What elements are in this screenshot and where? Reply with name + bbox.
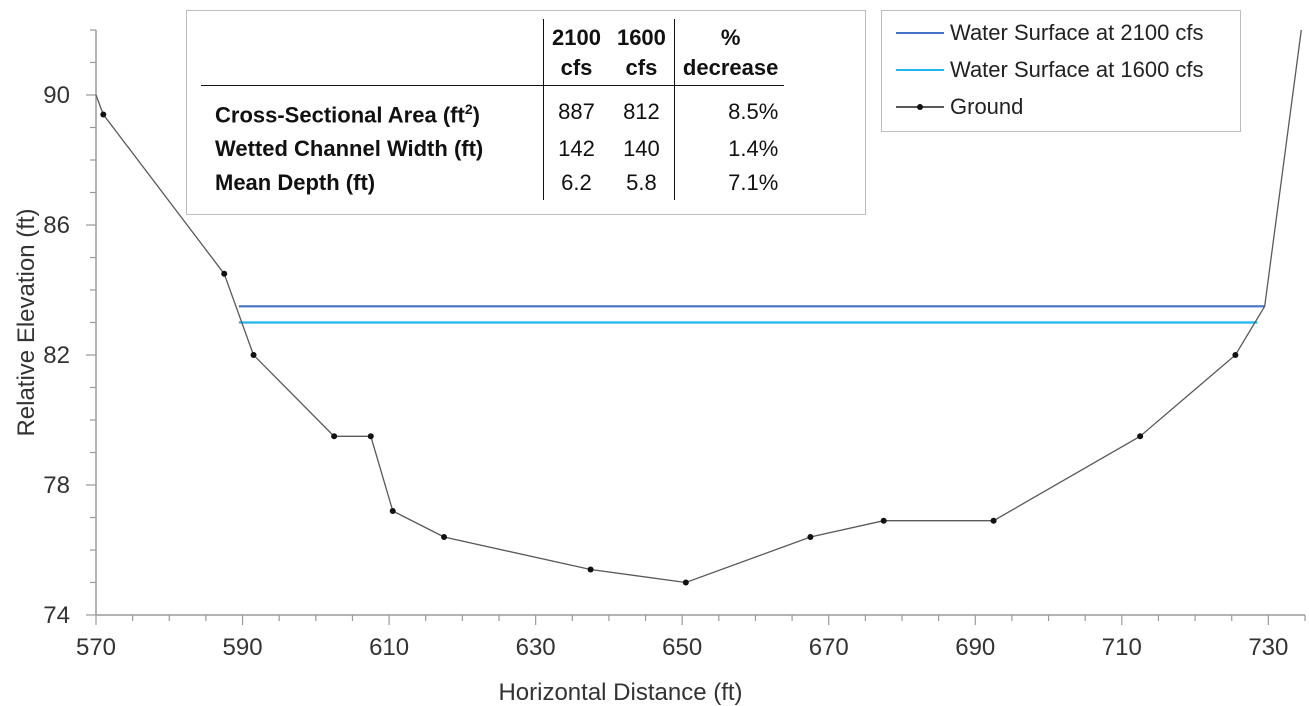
ground-point — [389, 508, 396, 514]
x-tick-label: 630 — [516, 634, 556, 661]
ground-point — [990, 517, 997, 524]
series-layer — [95, 29, 1302, 586]
statistics-table-box: 2100 cfs 1600 cfs % decrease Cross-Secti… — [186, 10, 866, 215]
table-row-metric: Mean Depth (ft) — [201, 166, 544, 201]
legend-marker-ground — [917, 104, 923, 110]
ground-point — [100, 111, 107, 118]
table-cell-pct: 8.5% — [728, 99, 779, 125]
table-cell-1600: 140 — [608, 132, 675, 167]
legend-label-ground: Ground — [950, 94, 1024, 119]
metric-label: Cross-Sectional Area (ft — [215, 102, 465, 128]
legend-swatch-water-1600 — [896, 60, 944, 80]
legend-item-ground: Ground — [896, 92, 1023, 122]
table-row-metric: Cross-Sectional Area (ft2) — [201, 85, 544, 133]
ground-point — [221, 270, 228, 277]
ground-point — [367, 433, 374, 440]
table-cell-pct: 7.1% — [728, 170, 779, 196]
ground-point — [587, 566, 594, 573]
table-header-pct-line1: % — [720, 25, 741, 50]
metric-label-end: ) — [472, 102, 480, 128]
x-tick-label: 670 — [809, 634, 849, 661]
y-tick-label: 74 — [43, 602, 70, 629]
ground-point — [807, 534, 814, 540]
table-cell-1600: 5.8 — [608, 166, 675, 201]
table-cell-pct: 1.4% — [728, 136, 779, 162]
table-row-metric: Wetted Channel Width (ft) — [201, 132, 544, 167]
ground-point — [250, 352, 257, 358]
y-tick-label: 90 — [43, 82, 70, 109]
legend-label-water-1600: Water Surface at 1600 cfs — [950, 57, 1204, 82]
legend-line-water-2100 — [896, 32, 944, 34]
table-header-pct-line2: decrease — [682, 55, 779, 80]
table-header-1600-line1: 1600 — [616, 25, 666, 50]
table-header-1600-line2: cfs — [625, 55, 658, 80]
table-cell-2100: 142 — [558, 136, 595, 162]
x-tick-label: 690 — [955, 634, 995, 661]
x-tick-label: 590 — [223, 634, 263, 661]
ground-point — [1232, 352, 1239, 358]
legend: Water Surface at 2100 cfs Water Surface … — [881, 10, 1241, 132]
statistics-table: 2100 cfs 1600 cfs % decrease Cross-Secti… — [201, 19, 785, 201]
x-tick-label: 710 — [1102, 634, 1142, 661]
legend-swatch-water-2100 — [896, 23, 944, 43]
x-tick-label: 730 — [1248, 634, 1288, 661]
x-tick-label: 570 — [76, 634, 116, 661]
legend-swatch-ground — [896, 97, 944, 117]
table-header-2100-line1: 2100 — [552, 25, 601, 50]
table-row: Mean Depth (ft) 6.2 5.8 7.1% — [201, 166, 784, 201]
ground-point — [1137, 433, 1144, 440]
legend-line-water-1600 — [896, 69, 944, 71]
x-ticks: 570 590 610 630 650 670 690 710 730 — [76, 615, 1306, 661]
legend-item-water-2100: Water Surface at 2100 cfs — [896, 18, 1204, 48]
table-header-row: 2100 cfs 1600 cfs % decrease — [201, 19, 785, 86]
x-tick-label: 610 — [369, 634, 409, 661]
y-tick-label: 78 — [43, 472, 70, 499]
ground-point — [880, 517, 887, 524]
table-header-pct-decrease: % decrease — [674, 19, 785, 86]
ground-point — [682, 579, 689, 586]
y-axis-title: Relative Elevation (ft) — [13, 208, 40, 436]
y-ticks: 74 78 82 86 90 — [43, 29, 96, 629]
table-header-2100-line2: cfs — [560, 55, 593, 80]
table-header-2100: 2100 cfs — [543, 19, 609, 86]
table-row: Cross-Sectional Area (ft2) 887 812 8.5% — [201, 85, 784, 133]
table-cell-2100: 887 — [558, 99, 595, 125]
legend-label-water-2100: Water Surface at 2100 cfs — [950, 20, 1204, 45]
x-tick-label: 650 — [662, 634, 702, 661]
ground-point — [441, 534, 448, 540]
ground-point — [331, 433, 338, 440]
table-cell-1600: 812 — [608, 85, 675, 133]
table-row: Wetted Channel Width (ft) 142 140 1.4% — [201, 132, 784, 167]
legend-item-water-1600: Water Surface at 1600 cfs — [896, 55, 1204, 85]
metric-superscript: 2 — [464, 101, 473, 117]
y-tick-label: 86 — [43, 212, 70, 239]
table-header-1600: 1600 cfs — [608, 19, 675, 86]
y-tick-label: 82 — [43, 342, 70, 369]
x-axis-title: Horizontal Distance (ft) — [498, 679, 742, 706]
table-header-blank — [201, 19, 544, 86]
table-cell-2100: 6.2 — [561, 170, 592, 196]
